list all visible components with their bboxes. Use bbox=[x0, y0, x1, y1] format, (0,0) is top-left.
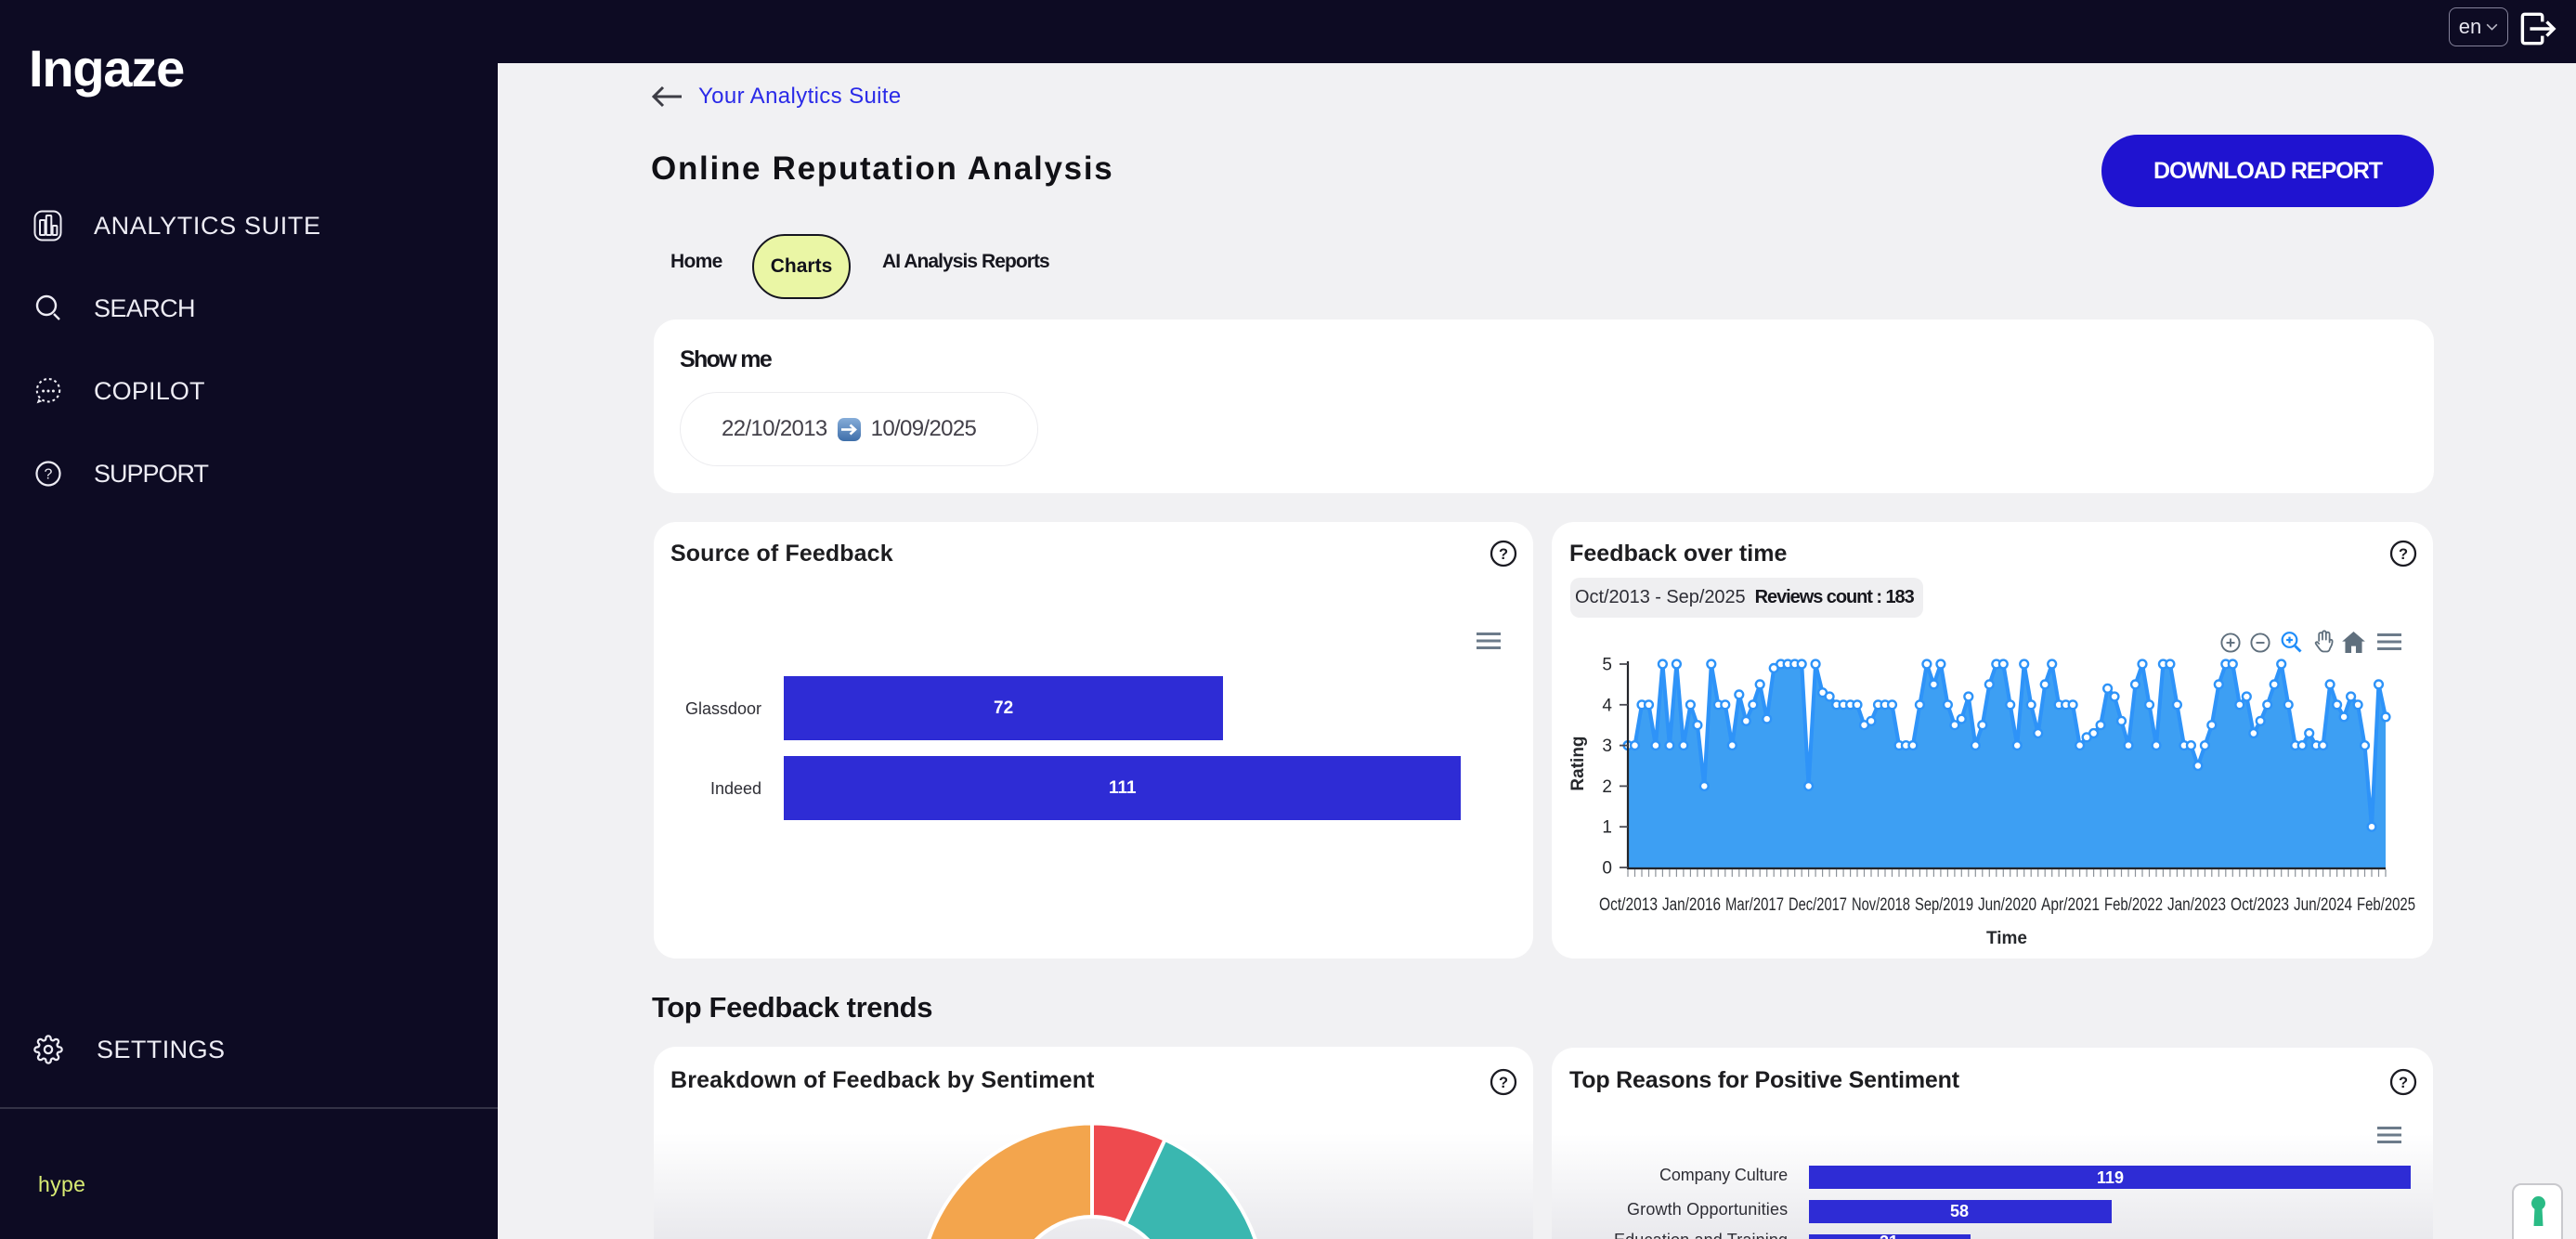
svg-text:?: ? bbox=[2399, 1075, 2408, 1091]
svg-text:Jun/2020: Jun/2020 bbox=[1978, 895, 2036, 915]
svg-text:Oct/2013: Oct/2013 bbox=[1599, 895, 1658, 915]
svg-text:Sep/2019: Sep/2019 bbox=[1915, 895, 1973, 915]
svg-text:Jan/2023: Jan/2023 bbox=[2167, 895, 2226, 915]
svg-text:?: ? bbox=[1499, 1075, 1508, 1091]
svg-text:Jan/2016: Jan/2016 bbox=[1662, 895, 1721, 915]
svg-text:2: 2 bbox=[1602, 777, 1612, 797]
svg-text:Mar/2017: Mar/2017 bbox=[1725, 895, 1784, 915]
svg-text:Rating: Rating bbox=[1568, 736, 1588, 790]
svg-text:Feb/2025: Feb/2025 bbox=[2357, 895, 2415, 915]
svg-text:Dec/2017: Dec/2017 bbox=[1789, 895, 1847, 915]
svg-text:5: 5 bbox=[1602, 656, 1612, 675]
svg-text:Time: Time bbox=[1986, 929, 2027, 948]
svg-text:Nov/2018: Nov/2018 bbox=[1852, 895, 1910, 915]
svg-text:?: ? bbox=[45, 466, 53, 482]
svg-text:3: 3 bbox=[1602, 737, 1612, 756]
svg-text:0: 0 bbox=[1602, 859, 1612, 879]
svg-text:4: 4 bbox=[1602, 696, 1612, 715]
svg-text:Oct/2023: Oct/2023 bbox=[2231, 895, 2289, 915]
svg-text:Jun/2024: Jun/2024 bbox=[2294, 895, 2352, 915]
svg-text:1: 1 bbox=[1602, 818, 1612, 838]
svg-text:Feb/2022: Feb/2022 bbox=[2104, 895, 2163, 915]
svg-text:?: ? bbox=[1499, 546, 1508, 563]
svg-text:Apr/2021: Apr/2021 bbox=[2041, 895, 2100, 915]
svg-text:?: ? bbox=[2399, 546, 2408, 563]
